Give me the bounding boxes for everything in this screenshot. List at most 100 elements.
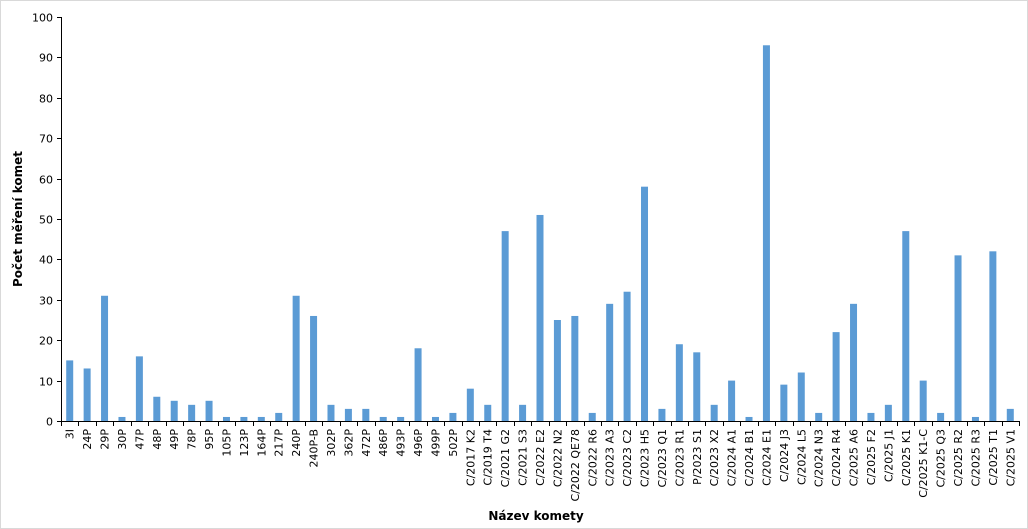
bar — [989, 251, 997, 421]
bar — [153, 396, 161, 421]
bar — [867, 412, 875, 421]
bar — [362, 408, 370, 421]
x-tick-label: C/2025 R2 — [952, 429, 965, 487]
bar — [414, 348, 422, 421]
x-tick-label: C/2025 F2 — [865, 429, 878, 485]
bar — [641, 186, 649, 421]
x-tick-label: C/2025 A6 — [848, 429, 861, 486]
x-tick-label: C/2021 G2 — [499, 429, 512, 487]
bar — [954, 255, 962, 421]
x-tick-label: C/2025 Q3 — [935, 429, 948, 488]
x-axis: 3I 24P 29P 30P 47P 48P 49P 78P 95P 105P 123P 164P 21… — [61, 421, 1020, 501]
bar — [379, 416, 387, 421]
bar — [310, 315, 318, 421]
bar — [66, 360, 74, 421]
x-tick-label: C/2023 X2 — [708, 429, 721, 486]
x-tick-label: 472P — [360, 429, 373, 457]
bar — [623, 291, 631, 421]
x-tick-label: C/2024 N3 — [813, 429, 826, 487]
bar — [745, 416, 753, 421]
bar — [101, 295, 109, 421]
y-tick-label: 70 — [39, 133, 53, 146]
x-tick-label: 496P — [412, 429, 425, 457]
bar — [762, 45, 770, 421]
y-axis: 0 10 20 30 40 50 60 70 80 90 100 — [32, 12, 62, 429]
bar — [519, 404, 527, 421]
x-tick-label: 3I — [64, 429, 77, 439]
bar — [675, 344, 683, 421]
x-tick-label: 493P — [395, 429, 408, 457]
bar — [606, 303, 614, 421]
x-tick-label: C/2025 R3 — [969, 429, 982, 487]
x-tick-label: C/2025 K1-C — [917, 429, 930, 498]
x-tick-label: C/2024 E1 — [760, 429, 773, 486]
x-tick-label: C/2019 T4 — [482, 429, 495, 486]
x-tick-label: C/2023 Q1 — [656, 429, 669, 488]
x-tick-label: C/2023 R1 — [673, 429, 686, 487]
x-tick-label: C/2024 B1 — [743, 429, 756, 486]
x-tick-label: C/2025 K1 — [900, 429, 913, 486]
bar — [919, 380, 927, 421]
x-tick-label: 486P — [377, 429, 390, 457]
x-tick-label: 302P — [325, 429, 338, 457]
bar — [240, 416, 248, 421]
x-tick-label: 49P — [168, 429, 181, 450]
x-axis-title: Název komety — [488, 509, 584, 523]
bar — [658, 408, 666, 421]
x-tick-label: 47P — [133, 429, 146, 450]
x-tick-label: C/2024 J3 — [778, 429, 791, 482]
bar — [327, 404, 335, 421]
y-tick-label: 10 — [39, 376, 53, 389]
x-tick-label: C/2023 H5 — [639, 429, 652, 487]
x-tick-label: 78P — [186, 429, 199, 450]
y-tick-label: 30 — [39, 295, 53, 308]
bar — [292, 295, 300, 421]
bar — [815, 412, 823, 421]
x-tick-label: C/2024 A1 — [726, 429, 739, 486]
bar — [797, 372, 805, 421]
x-tick-label: C/2022 R6 — [586, 429, 599, 487]
y-tick-label: 40 — [39, 254, 53, 267]
y-tick-label: 0 — [46, 416, 53, 429]
x-tick-label: C/2024 L5 — [795, 429, 808, 485]
bar — [710, 404, 718, 421]
bar — [553, 320, 561, 421]
x-tick-label: C/2021 S3 — [517, 429, 530, 486]
x-tick-label: 123P — [238, 429, 251, 457]
bar — [902, 231, 910, 421]
y-axis-title: Počet měření komet — [11, 151, 25, 287]
x-tick-label: C/2022 N2 — [551, 429, 564, 487]
bar — [1006, 408, 1014, 421]
bar — [170, 400, 178, 421]
bar — [431, 416, 439, 421]
bar — [344, 408, 352, 421]
y-tick-label: 60 — [39, 174, 53, 187]
x-tick-label: 30P — [116, 429, 129, 450]
x-tick-label: 240P-B — [308, 429, 321, 468]
x-tick-label: 105P — [220, 429, 233, 457]
bar — [780, 384, 788, 421]
x-tick-label: 24P — [81, 429, 94, 450]
x-tick-label: 217P — [273, 429, 286, 457]
x-tick-label: C/2017 K2 — [464, 429, 477, 486]
bar — [884, 404, 892, 421]
y-tick-label: 100 — [32, 12, 53, 25]
y-tick-label: 90 — [39, 52, 53, 65]
bar — [850, 303, 858, 421]
x-tick-label: 499P — [429, 429, 442, 457]
x-tick-label: C/2023 A3 — [604, 429, 617, 486]
bar — [222, 416, 230, 421]
x-tick-label: 48P — [151, 429, 164, 450]
x-tick-label: C/2024 R4 — [830, 429, 843, 487]
x-tick-label: 502P — [447, 429, 460, 457]
bar — [937, 412, 945, 421]
y-tick-label: 50 — [39, 214, 53, 227]
bar — [832, 332, 840, 421]
x-tick-label: C/2025 J1 — [882, 429, 895, 482]
x-tick-label: C/2023 C2 — [621, 429, 634, 487]
x-tick-label: C/2022 QE78 — [569, 429, 582, 501]
bar — [83, 368, 91, 421]
x-tick-label: P/2023 S1 — [691, 429, 704, 485]
bar — [118, 416, 126, 421]
